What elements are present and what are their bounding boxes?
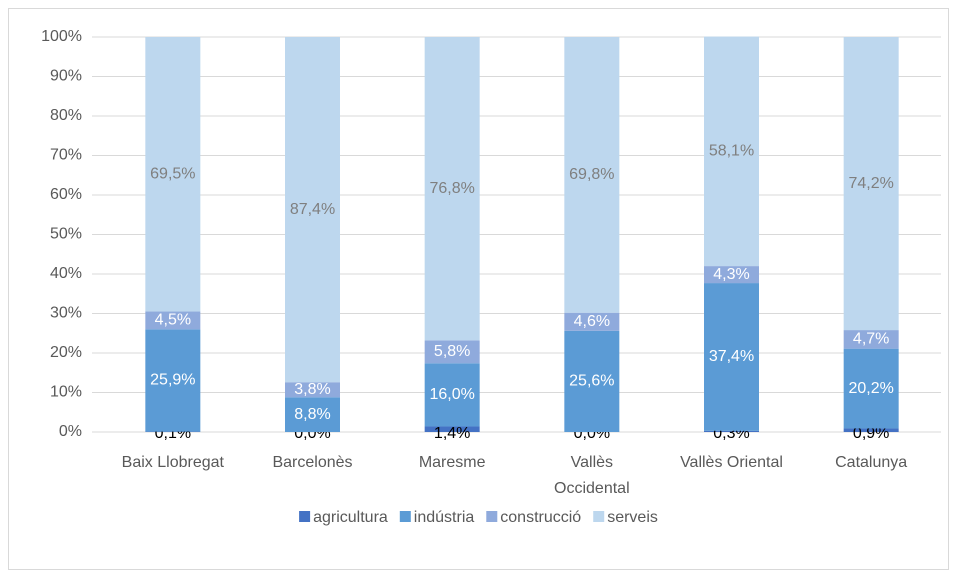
bar-segment: [704, 430, 759, 432]
y-tick-label: 70%: [50, 147, 82, 164]
legend-swatch: [486, 511, 498, 522]
y-tick-label: 50%: [50, 226, 82, 243]
data-label: 4,6%: [574, 313, 610, 330]
data-label: 0,9%: [853, 425, 889, 442]
bar-segment: [145, 329, 201, 432]
x-tick-label: Maresme: [418, 454, 486, 471]
data-label: 3,8%: [294, 381, 330, 398]
data-label: 25,9%: [150, 372, 195, 389]
bar-segment: [843, 37, 899, 331]
bar-segment: [843, 330, 899, 349]
data-label: 4,3%: [713, 266, 749, 283]
data-label: 4,7%: [853, 331, 889, 348]
bar-segment: [145, 37, 201, 312]
y-tick-label: 80%: [50, 107, 82, 124]
data-label: 76,8%: [429, 180, 474, 197]
y-tick-label: 100%: [41, 28, 82, 45]
x-tick-label: Catalunya: [835, 454, 908, 471]
y-tick-label: 40%: [50, 265, 82, 282]
x-tick-label: Baix Llobregat: [121, 454, 224, 471]
bar-segment: [564, 312, 620, 331]
bar-segment: [145, 311, 201, 330]
data-label: 4,5%: [155, 312, 191, 329]
data-label: 5,8%: [434, 343, 470, 360]
legend-swatch: [399, 511, 411, 522]
bar-segment: [704, 36, 759, 267]
data-label: 25,6%: [569, 373, 614, 390]
bar-segment: [424, 426, 480, 432]
data-label: 74,2%: [848, 175, 893, 192]
bar-segment: [564, 330, 620, 432]
y-tick-label: 90%: [50, 68, 82, 85]
data-label: 8,8%: [294, 406, 330, 423]
bar-segment: [843, 348, 899, 429]
data-label: 1,4%: [434, 425, 470, 442]
data-label: 69,5%: [150, 165, 195, 182]
y-tick-label: 10%: [50, 384, 82, 401]
x-tick-label: Vallès Occidental: [554, 454, 630, 497]
legend-swatch: [593, 511, 605, 522]
bar-segment: [285, 382, 340, 398]
x-tick-label: Vallès Oriental: [680, 454, 783, 471]
legend-label: agricultura: [313, 509, 388, 526]
data-label: 37,4%: [709, 348, 754, 365]
legend-label: indústria: [414, 509, 475, 526]
y-tick-label: 0%: [59, 423, 82, 440]
x-tick-label: Barcelonès: [272, 454, 353, 471]
data-label: 16,0%: [429, 386, 474, 403]
data-label: 58,1%: [709, 143, 754, 160]
bar-segment: [285, 397, 340, 432]
bar-segment: [704, 283, 759, 431]
y-tick-label: 30%: [50, 305, 82, 322]
bar-segment: [704, 266, 759, 284]
bar-segment: [424, 37, 480, 341]
data-label: 69,8%: [569, 166, 614, 183]
data-label: 20,2%: [848, 380, 893, 397]
data-label: 87,4%: [290, 201, 335, 218]
bar-segment: [843, 428, 899, 432]
legend-label: serveis: [607, 509, 658, 526]
legend-swatch: [299, 511, 311, 522]
bar-segment: [564, 37, 620, 313]
legend-label: construcció: [500, 509, 581, 526]
bar-segment: [424, 363, 480, 427]
y-tick-label: 60%: [50, 186, 82, 203]
bar-segment: [424, 340, 480, 364]
y-tick-label: 20%: [50, 344, 82, 361]
bar-segment: [285, 37, 340, 383]
